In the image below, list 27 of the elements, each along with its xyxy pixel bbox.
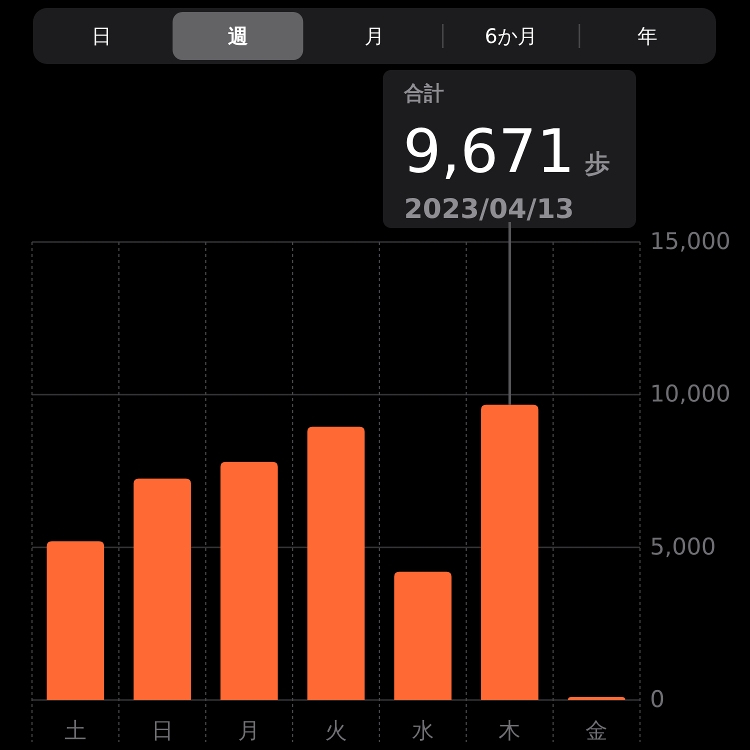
x-tick-label: 土 xyxy=(64,719,86,744)
text: 月 xyxy=(364,24,384,48)
x-tick-label: 日 xyxy=(151,719,174,744)
bar xyxy=(481,404,538,700)
bar xyxy=(220,462,278,700)
x-tick-label: 月 xyxy=(238,719,260,744)
x-tick-label: 火 xyxy=(325,719,347,744)
x-tick-label: 水 xyxy=(412,719,434,744)
y-tick-label: 10,000 xyxy=(650,382,730,408)
bar xyxy=(46,541,104,700)
bar xyxy=(394,572,452,700)
text: 年 xyxy=(638,24,658,48)
y-tick-label: 15,000 xyxy=(650,229,730,255)
bar xyxy=(134,478,191,700)
x-tick-label: 金 xyxy=(586,719,608,744)
text: 週 xyxy=(226,24,248,48)
text: 6か月 xyxy=(484,24,538,48)
y-tick-label: 5,000 xyxy=(650,534,716,560)
bar xyxy=(307,426,365,700)
y-tick-label: 0 xyxy=(650,687,665,713)
data-label: 9,671 xyxy=(403,117,575,187)
text: 日 xyxy=(91,24,112,48)
text: 歩 xyxy=(584,149,610,178)
x-tick-label: 木 xyxy=(498,719,521,744)
annotation: 2023/04/13 xyxy=(404,194,574,225)
bar xyxy=(568,696,626,700)
text: 合計 xyxy=(403,81,444,105)
